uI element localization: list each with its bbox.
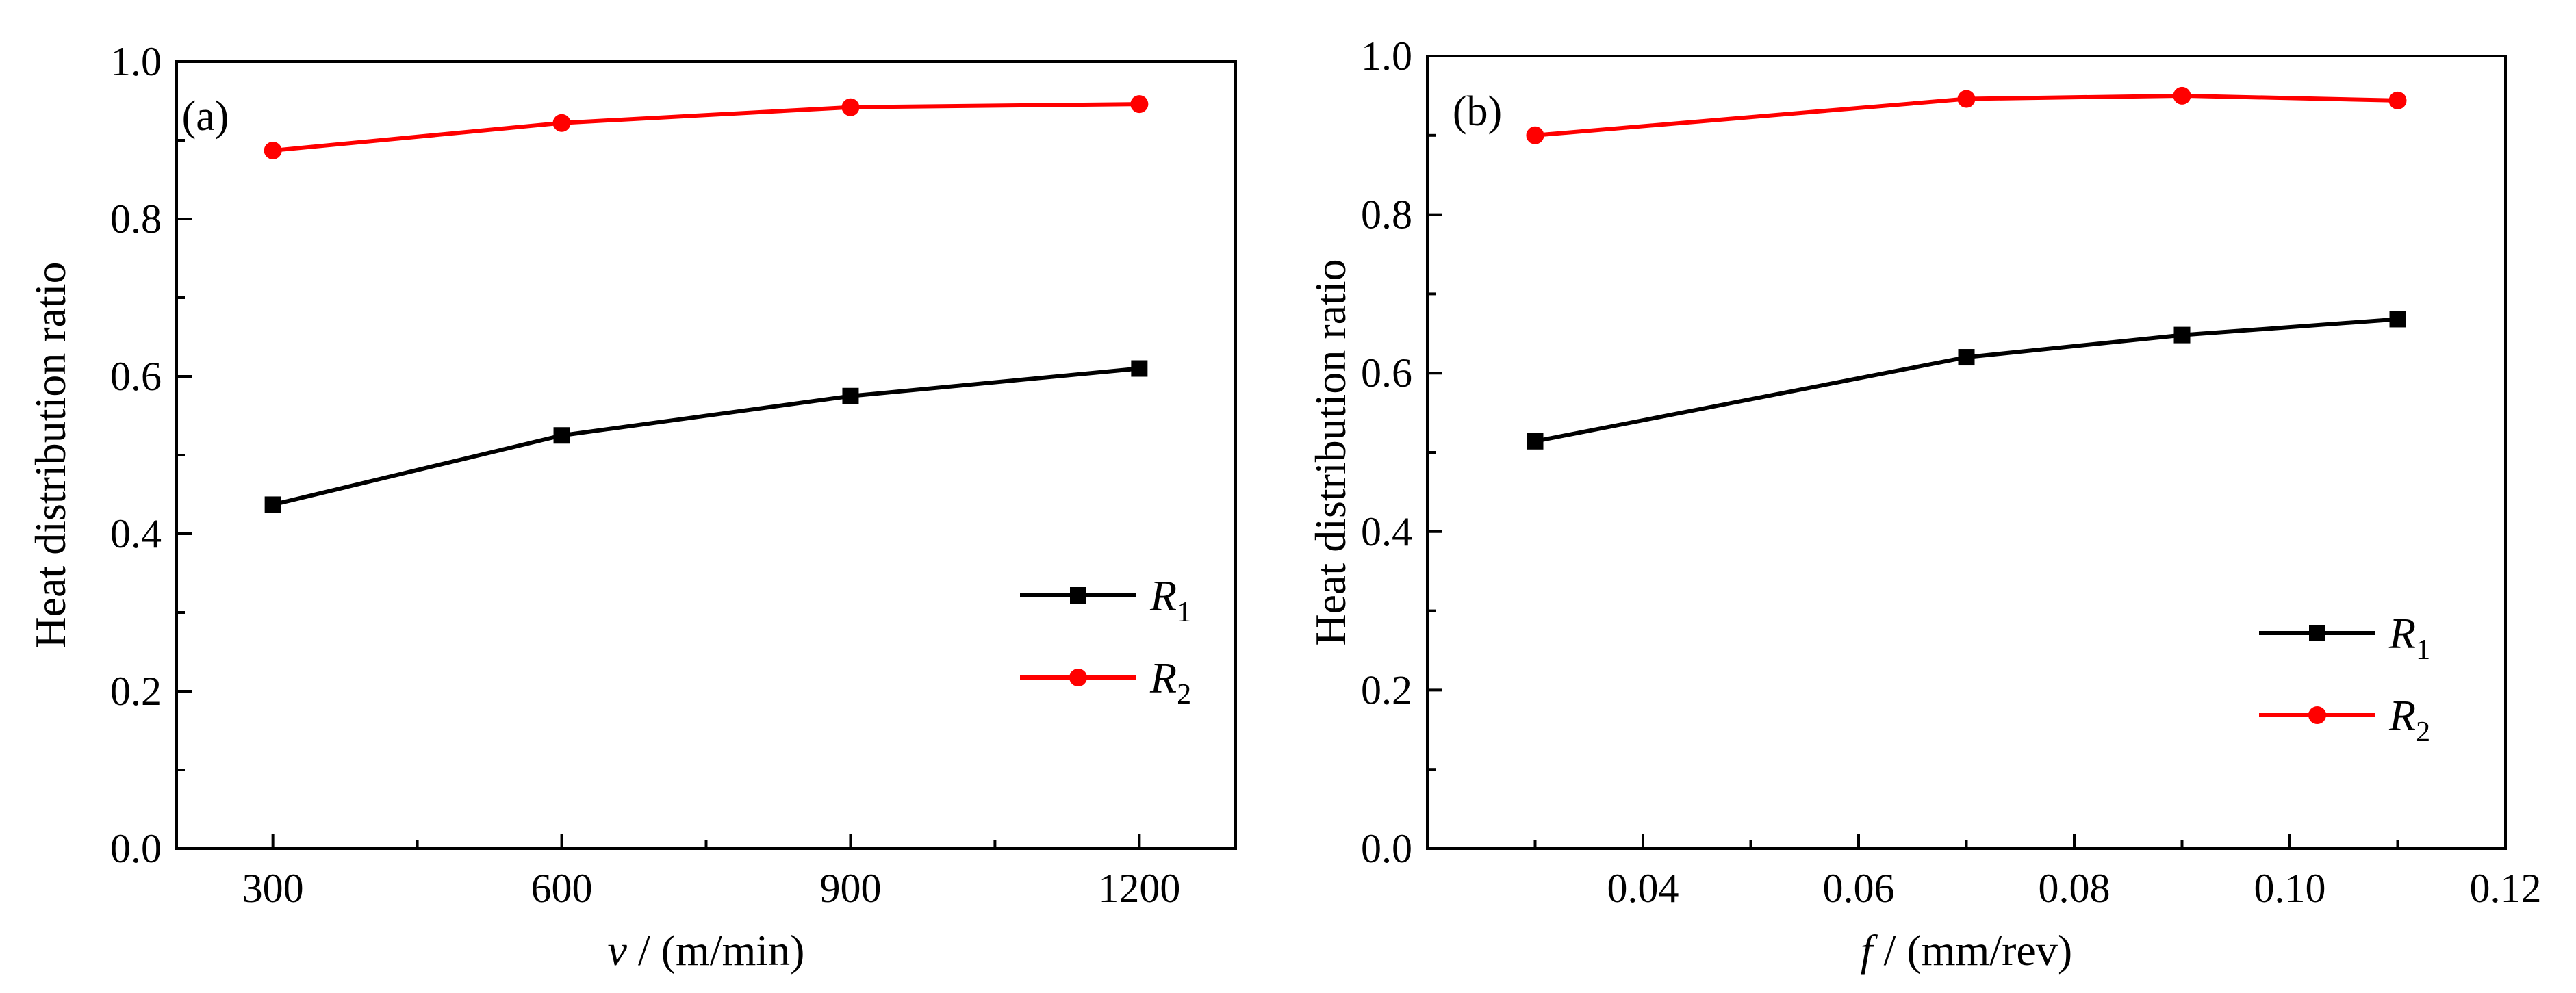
x-axis-title: v / (m/min)	[608, 926, 805, 975]
plot-frame	[175, 60, 1237, 850]
x-axis-unit: / (m/min)	[627, 926, 805, 975]
y-tick-label: 0.4	[110, 511, 162, 556]
data-point-r2	[1526, 126, 1544, 144]
legend-symbol: R	[1149, 654, 1177, 702]
data-point-r2	[552, 114, 571, 132]
legend-label-r2: R2	[1149, 654, 1191, 710]
y-tick-label: 0.6	[110, 354, 162, 399]
legend-label-r1: R1	[2388, 609, 2430, 666]
data-point-r2	[2173, 86, 2191, 105]
legend-marker-square	[1070, 587, 1086, 604]
series-line-r1	[272, 366, 1140, 507]
data-point-r1	[264, 496, 281, 513]
y-tick-label: 0.8	[110, 196, 162, 242]
panel-a-chart: 0.0 0.2 0.4 0.6 0.8 1.0 300 600 900 1200 Heat dist…	[26, 39, 1237, 975]
data-point-r1	[1958, 349, 1975, 366]
data-point-r2	[1130, 95, 1149, 114]
x-tick-label: 600	[531, 866, 593, 911]
y-tick-label: 0.6	[1361, 350, 1412, 396]
data-point-r1	[2389, 311, 2406, 328]
x-axis-unit: / (mm/rev)	[1873, 926, 2072, 975]
legend-symbol: R	[2388, 691, 2416, 740]
x-axis-title: f / (mm/rev)	[1861, 926, 2072, 975]
legend-subscript: 1	[2416, 634, 2430, 666]
legend-subscript: 1	[1177, 597, 1191, 628]
x-tick-label: 0.06	[1823, 866, 1895, 911]
legend-marker-circle	[2308, 706, 2326, 724]
x-tick-label: 0.12	[2470, 866, 2542, 911]
data-point-r1	[842, 387, 859, 404]
series-line-r2	[272, 102, 1140, 153]
x-tick-label: 0.04	[1607, 866, 1679, 911]
legend-symbol: R	[2388, 609, 2416, 658]
y-tick-label: 0.4	[1361, 509, 1412, 554]
data-point-r1	[1131, 360, 1148, 377]
legend-label-r2: R2	[2388, 691, 2430, 748]
legend-label-r1: R1	[1149, 571, 1191, 628]
plot-frame	[1426, 55, 2507, 850]
x-tick-label: 1200	[1098, 866, 1180, 911]
y-tick-label: 0.0	[1361, 826, 1412, 871]
x-tick-label: 300	[242, 866, 304, 911]
panel-label: (a)	[182, 93, 229, 140]
legend-subscript: 2	[1177, 679, 1191, 710]
y-tick-label: 0.2	[110, 669, 162, 714]
x-tick-label: 0.08	[2039, 866, 2110, 911]
x-tick-label: 0.10	[2254, 866, 2326, 911]
data-point-r2	[2388, 91, 2407, 109]
legend-marker-circle	[1069, 669, 1087, 686]
y-tick-label: 0.2	[1361, 667, 1412, 712]
panel-b-chart: 0.0 0.2 0.4 0.6 0.8 1.0 0.04 0.06 0.08 0.10 0.12 He…	[1306, 34, 2542, 975]
legend-marker-square	[2309, 625, 2325, 641]
data-point-r2	[1957, 90, 1976, 108]
x-axis-variable: v	[608, 926, 628, 975]
data-point-r1	[2173, 326, 2191, 344]
legend-symbol: R	[1149, 571, 1177, 620]
data-point-r1	[553, 427, 570, 444]
data-point-r2	[841, 98, 860, 116]
y-axis-title: Heat distribution ratio	[26, 261, 75, 648]
data-point-r1	[1527, 433, 1544, 450]
legend-subscript: 2	[2416, 717, 2430, 748]
x-tick-label: 900	[819, 866, 881, 911]
panel-label: (b)	[1453, 88, 1502, 135]
y-axis-title: Heat distribution ratio	[1306, 259, 1355, 645]
y-tick-label: 0.8	[1361, 192, 1412, 237]
data-point-r2	[264, 141, 282, 159]
series-line-r2	[1535, 93, 2398, 138]
y-tick-label: 1.0	[1361, 34, 1412, 79]
y-tick-label: 1.0	[110, 39, 162, 84]
series-line-r1	[1534, 317, 2398, 443]
y-tick-label: 0.0	[110, 826, 162, 871]
